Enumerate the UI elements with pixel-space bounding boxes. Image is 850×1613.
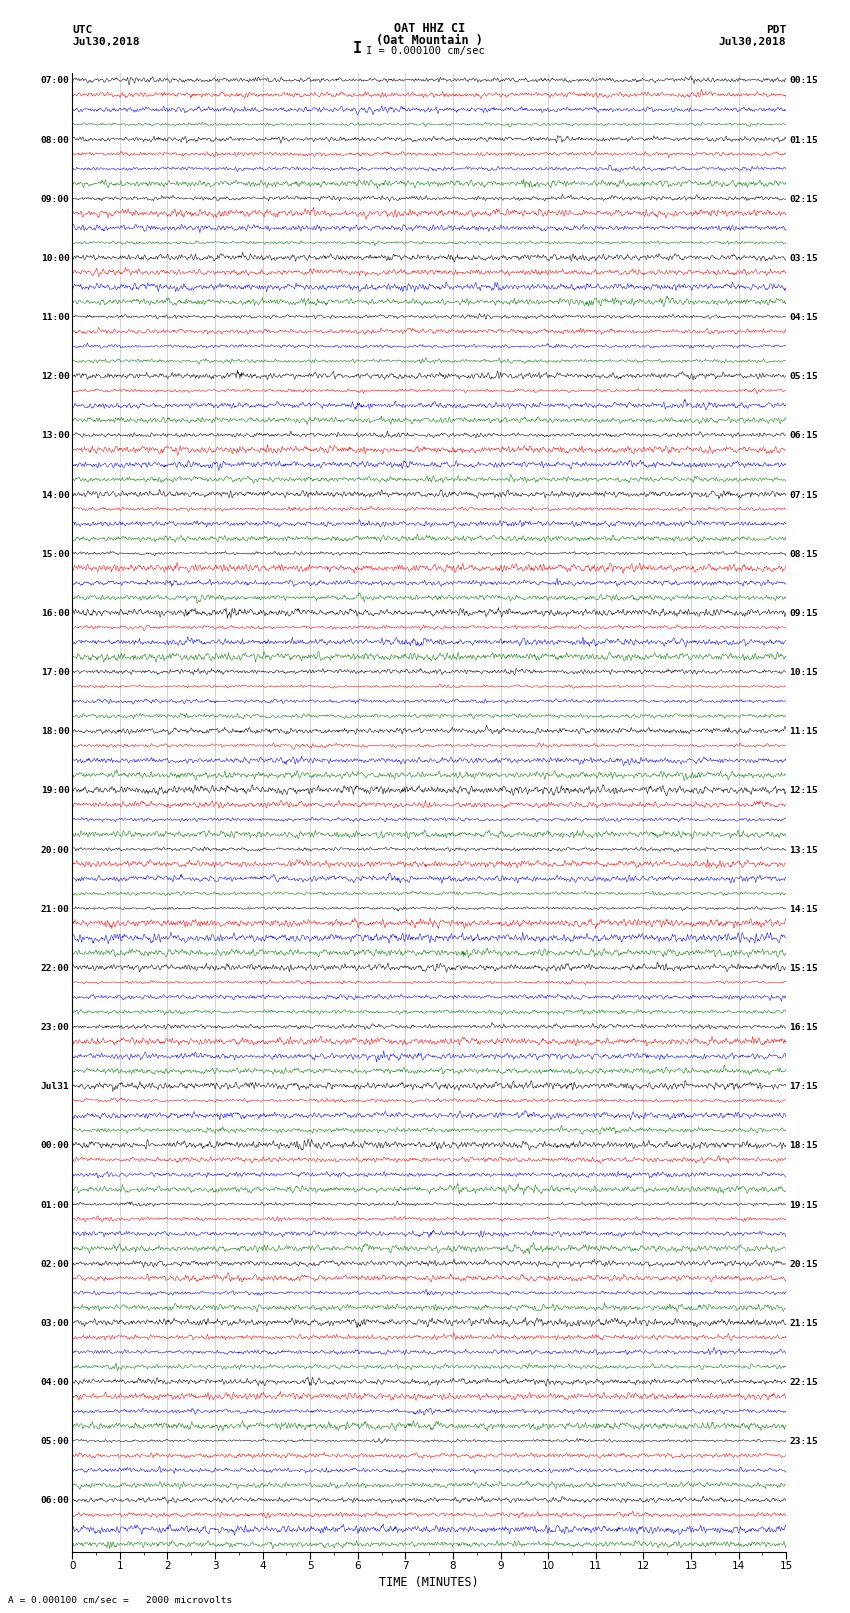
Text: OAT HHZ CI: OAT HHZ CI <box>394 21 465 35</box>
Text: UTC: UTC <box>72 24 93 35</box>
Text: I = 0.000100 cm/sec: I = 0.000100 cm/sec <box>366 47 484 56</box>
Text: A = 0.000100 cm/sec =   2000 microvolts: A = 0.000100 cm/sec = 2000 microvolts <box>8 1595 233 1605</box>
Text: Jul30,2018: Jul30,2018 <box>72 37 139 47</box>
Text: Jul30,2018: Jul30,2018 <box>719 37 786 47</box>
Text: I: I <box>353 42 361 56</box>
Text: (Oat Mountain ): (Oat Mountain ) <box>376 34 483 47</box>
Text: PDT: PDT <box>766 24 786 35</box>
X-axis label: TIME (MINUTES): TIME (MINUTES) <box>379 1576 479 1589</box>
